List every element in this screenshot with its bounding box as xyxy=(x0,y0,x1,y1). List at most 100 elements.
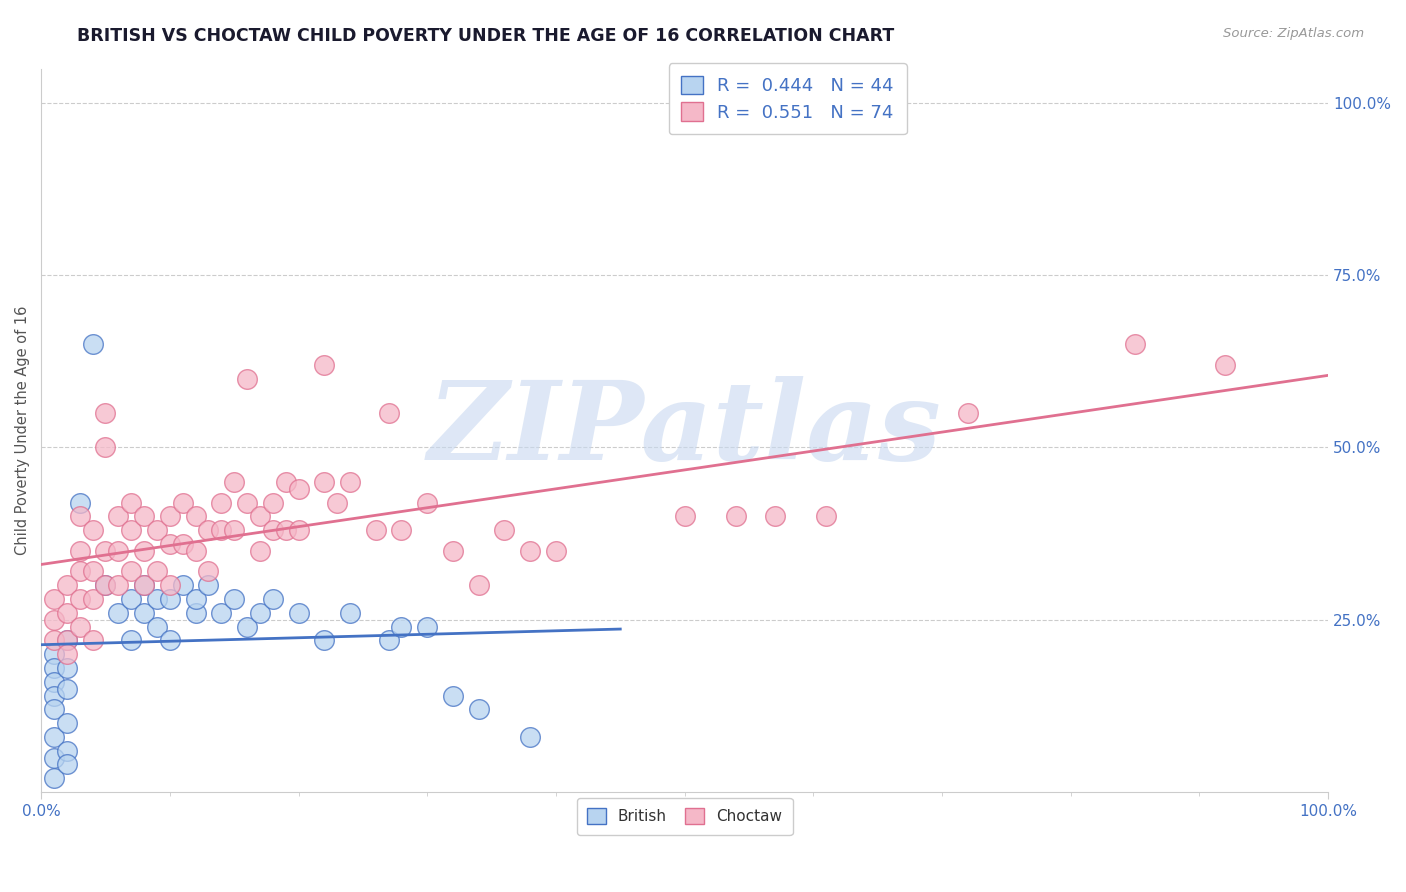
Point xyxy=(69,592,91,607)
Point xyxy=(287,606,309,620)
Point xyxy=(146,523,169,537)
Point xyxy=(184,606,207,620)
Point xyxy=(69,544,91,558)
Point xyxy=(159,578,181,592)
Point xyxy=(416,495,439,509)
Point xyxy=(467,578,489,592)
Point xyxy=(494,523,516,537)
Point xyxy=(69,509,91,524)
Point xyxy=(224,475,246,489)
Point xyxy=(262,592,284,607)
Point xyxy=(172,495,194,509)
Point xyxy=(82,337,104,351)
Point xyxy=(287,482,309,496)
Point xyxy=(120,523,142,537)
Point xyxy=(416,619,439,633)
Point xyxy=(42,689,65,703)
Point xyxy=(236,371,259,385)
Point xyxy=(42,702,65,716)
Point xyxy=(209,523,232,537)
Point xyxy=(56,633,79,648)
Point xyxy=(42,730,65,744)
Point xyxy=(467,702,489,716)
Point xyxy=(82,633,104,648)
Point xyxy=(441,544,464,558)
Point xyxy=(56,633,79,648)
Point xyxy=(82,565,104,579)
Point xyxy=(69,619,91,633)
Point xyxy=(94,406,117,420)
Point xyxy=(146,565,169,579)
Point xyxy=(132,578,155,592)
Point xyxy=(184,592,207,607)
Point xyxy=(42,613,65,627)
Point xyxy=(132,544,155,558)
Point xyxy=(94,578,117,592)
Point xyxy=(120,592,142,607)
Point xyxy=(42,647,65,661)
Point xyxy=(339,475,361,489)
Point xyxy=(56,716,79,731)
Point xyxy=(314,358,336,372)
Point xyxy=(107,578,129,592)
Y-axis label: Child Poverty Under the Age of 16: Child Poverty Under the Age of 16 xyxy=(15,306,30,555)
Point xyxy=(314,475,336,489)
Point xyxy=(391,523,413,537)
Point xyxy=(326,495,349,509)
Point xyxy=(197,565,219,579)
Point xyxy=(262,523,284,537)
Point xyxy=(249,606,271,620)
Point xyxy=(224,523,246,537)
Point xyxy=(339,606,361,620)
Point xyxy=(159,633,181,648)
Point xyxy=(377,406,399,420)
Text: ZIPatlas: ZIPatlas xyxy=(427,376,942,484)
Point xyxy=(42,633,65,648)
Point xyxy=(107,606,129,620)
Point xyxy=(172,537,194,551)
Point xyxy=(120,565,142,579)
Point xyxy=(82,592,104,607)
Point xyxy=(56,606,79,620)
Point xyxy=(107,509,129,524)
Point xyxy=(1213,358,1236,372)
Point xyxy=(94,544,117,558)
Point xyxy=(42,750,65,764)
Point xyxy=(159,509,181,524)
Point xyxy=(107,544,129,558)
Point xyxy=(42,661,65,675)
Point xyxy=(377,633,399,648)
Point xyxy=(159,537,181,551)
Point xyxy=(56,647,79,661)
Point xyxy=(120,495,142,509)
Legend: British, Choctaw: British, Choctaw xyxy=(576,797,793,835)
Point xyxy=(725,509,748,524)
Point xyxy=(56,744,79,758)
Point xyxy=(56,757,79,772)
Point xyxy=(441,689,464,703)
Point xyxy=(287,523,309,537)
Point xyxy=(249,544,271,558)
Point xyxy=(544,544,567,558)
Point xyxy=(673,509,696,524)
Point xyxy=(197,578,219,592)
Point xyxy=(146,619,169,633)
Point xyxy=(274,475,297,489)
Point xyxy=(184,509,207,524)
Point xyxy=(42,771,65,785)
Point xyxy=(56,578,79,592)
Point xyxy=(197,523,219,537)
Point xyxy=(94,441,117,455)
Point xyxy=(69,495,91,509)
Point xyxy=(132,606,155,620)
Point xyxy=(159,592,181,607)
Point xyxy=(763,509,786,524)
Point xyxy=(184,544,207,558)
Point xyxy=(42,592,65,607)
Point xyxy=(209,495,232,509)
Point xyxy=(274,523,297,537)
Point xyxy=(56,681,79,696)
Text: BRITISH VS CHOCTAW CHILD POVERTY UNDER THE AGE OF 16 CORRELATION CHART: BRITISH VS CHOCTAW CHILD POVERTY UNDER T… xyxy=(77,27,894,45)
Point xyxy=(1123,337,1146,351)
Point xyxy=(132,509,155,524)
